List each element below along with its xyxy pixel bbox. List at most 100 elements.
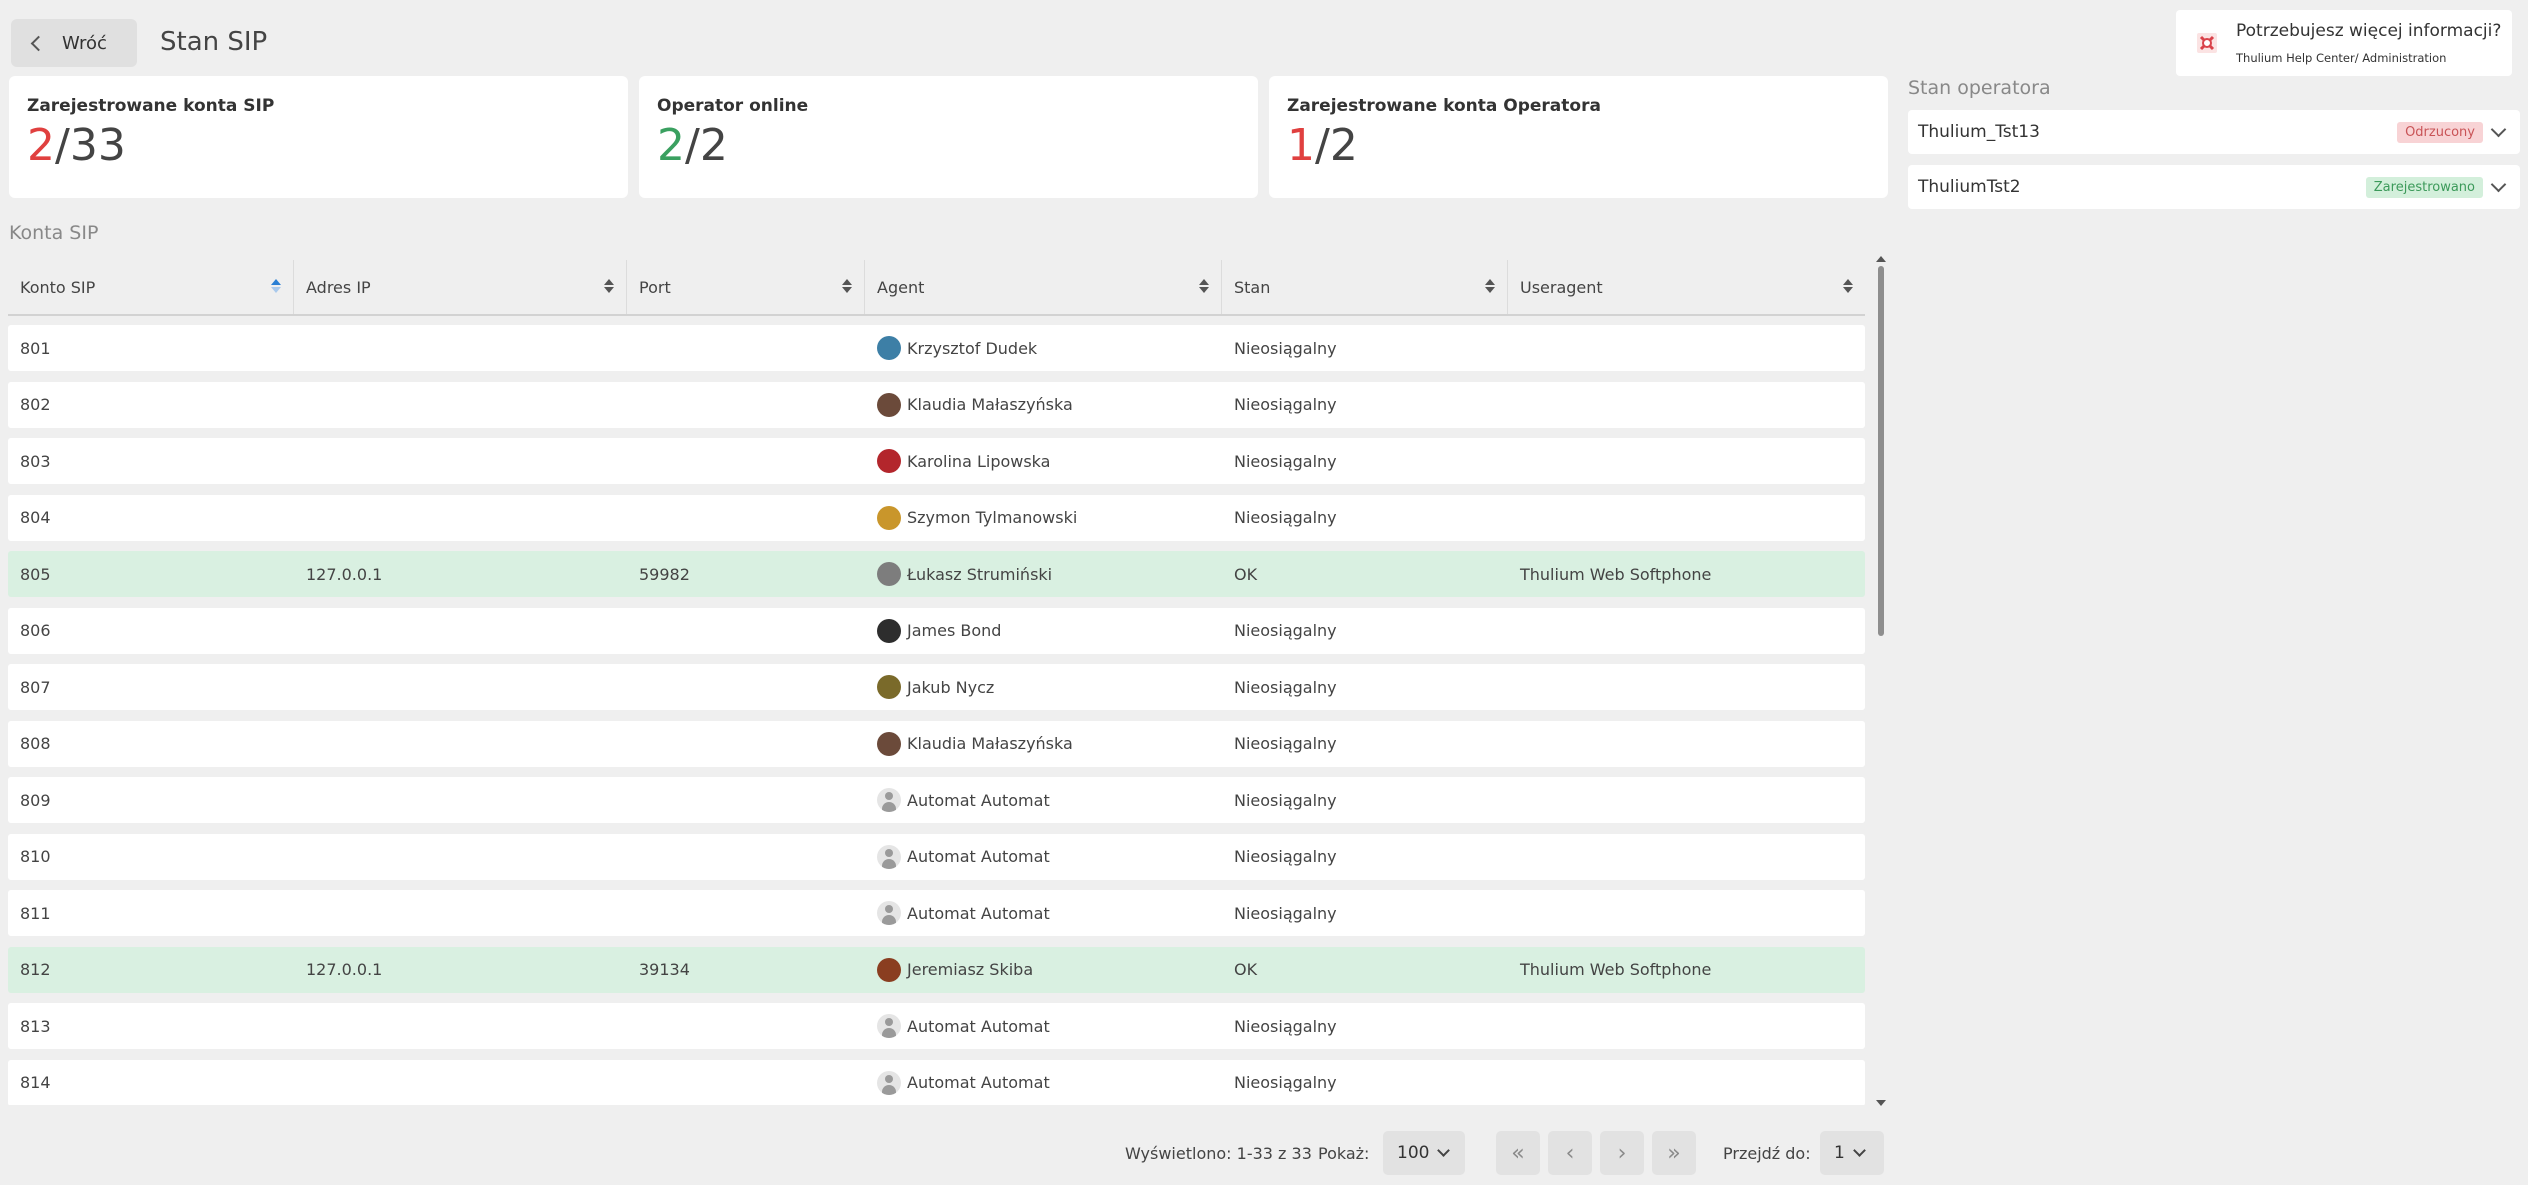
table-row[interactable]: 805 127.0.0.1 59982 Łukasz Strumiński OK Thul… — [8, 551, 1865, 597]
table-row[interactable]: 810 Automat Automat Nieosiągalny — [8, 833, 1865, 880]
cell-agent: Jakub Nycz — [865, 675, 1222, 699]
table-row[interactable]: 814 Automat Automat Nieosiągalny — [8, 1059, 1865, 1105]
chevron-down-icon[interactable] — [2490, 121, 2507, 137]
cell-state: Nieosiągalny — [1234, 451, 1337, 471]
double-chevron-right-icon: » — [1667, 1140, 1681, 1166]
first-page-button[interactable]: « — [1496, 1131, 1540, 1175]
cell-agent: Automat Automat — [865, 1014, 1222, 1038]
cell-useragent: Thulium Web Softphone — [1520, 960, 1712, 979]
avatar — [877, 505, 901, 530]
table-row[interactable]: 803 Karolina Lipowska Nieosiągalny — [8, 438, 1865, 484]
operator-panel-title: Stan operatora — [1908, 77, 2051, 99]
scroll-down-icon[interactable] — [1876, 1100, 1886, 1106]
stat-title: Zarejestrowane konta SIP — [27, 96, 275, 116]
status-badge: Odrzucony — [2397, 121, 2483, 143]
next-page-button[interactable]: › — [1600, 1131, 1644, 1175]
sort-icon[interactable] — [842, 279, 852, 295]
table-row[interactable]: 801 Krzysztof Dudek Nieosiągalny — [8, 325, 1865, 371]
table-row[interactable]: 804 Szymon Tylmanowski Nieosiągalny — [8, 494, 1865, 541]
operator-row[interactable]: Thulium_Tst13 Odrzucony — [1908, 110, 2520, 154]
chevron-right-icon: › — [1617, 1140, 1627, 1166]
cell-state: Nieosiągalny — [1234, 734, 1337, 753]
cell-state: Nieosiągalny — [1234, 1016, 1337, 1036]
cell-account: 814 — [20, 1073, 51, 1092]
page-size-select[interactable]: 100 — [1383, 1131, 1465, 1175]
scroll-up-icon[interactable] — [1876, 256, 1886, 262]
column-header-state[interactable]: Stan — [1222, 260, 1508, 314]
table-row[interactable]: 802 Klaudia Małaszyńska Nieosiągalny — [8, 381, 1865, 428]
table-body: 801 Krzysztof Dudek Nieosiągalny 802 Klaudia… — [8, 325, 1865, 1105]
cell-state: OK — [1234, 960, 1258, 979]
cell-port: 59982 — [639, 564, 690, 584]
stat-card-sip-accounts: Zarejestrowane konta SIP 2/33 — [9, 76, 628, 198]
avatar — [877, 392, 901, 417]
column-header-ip[interactable]: Adres IP — [294, 260, 627, 314]
cell-ip: 127.0.0.1 — [306, 960, 383, 979]
table-row[interactable]: 813 Automat Automat Nieosiągalny — [8, 1003, 1865, 1049]
cell-account: 801 — [20, 338, 51, 358]
sort-icon[interactable] — [271, 279, 281, 295]
table-row[interactable]: 807 Jakub Nycz Nieosiągalny — [8, 664, 1865, 710]
stat-value: 1/2 — [1287, 120, 1358, 171]
table-row[interactable]: 812 127.0.0.1 39134 Jeremiasz Skiba OK Thuliu… — [8, 946, 1865, 993]
goto-page-label: Przejdź do: — [1723, 1143, 1811, 1163]
column-header-account[interactable]: Konto SIP — [8, 260, 294, 314]
help-panel[interactable]: Potrzebujesz więcej informacji? Thulium … — [2176, 10, 2512, 76]
stat-value: 2/33 — [27, 120, 126, 171]
cell-state: Nieosiągalny — [1234, 395, 1337, 414]
back-button[interactable]: Wróć — [11, 19, 137, 67]
avatar — [877, 901, 901, 925]
column-header-agent[interactable]: Agent — [865, 260, 1222, 314]
cell-account: 806 — [20, 621, 51, 640]
chevron-left-icon — [30, 35, 47, 51]
scroll-thumb[interactable] — [1878, 266, 1884, 636]
status-badge: Zarejestrowano — [2365, 176, 2483, 198]
sort-icon[interactable] — [1485, 279, 1495, 295]
pagination-info: Wyświetlono: 1-33 z 33 — [1125, 1143, 1312, 1163]
operator-row[interactable]: ThuliumTst2 Zarejestrowano — [1908, 165, 2520, 209]
chevron-down-icon — [1852, 1144, 1866, 1157]
sort-icon[interactable] — [604, 279, 614, 295]
scroll-track[interactable] — [1878, 266, 1884, 1096]
cell-agent: Łukasz Strumiński — [865, 562, 1222, 586]
column-header-useragent[interactable]: Useragent — [1508, 260, 1865, 314]
operator-name: Thulium_Tst13 — [1918, 122, 2040, 142]
table-row[interactable]: 808 Klaudia Małaszyńska Nieosiągalny — [8, 720, 1865, 767]
table-row[interactable]: 806 James Bond Nieosiągalny — [8, 607, 1865, 654]
chevron-left-icon: ‹ — [1565, 1140, 1575, 1166]
stat-title: Operator online — [657, 96, 809, 116]
table-header: Konto SIP Adres IP Port Agent Stan Usera… — [8, 260, 1865, 316]
cell-state: Nieosiągalny — [1234, 1073, 1337, 1092]
cell-account: 805 — [20, 564, 51, 584]
avatar — [877, 1014, 901, 1038]
stat-title: Zarejestrowane konta Operatora — [1287, 96, 1601, 116]
page-title: Stan SIP — [160, 27, 268, 57]
sort-icon[interactable] — [1199, 279, 1209, 295]
stat-card-operator-accounts: Zarejestrowane konta Operatora 1/2 — [1269, 76, 1888, 198]
avatar — [877, 957, 901, 982]
cell-port: 39134 — [639, 960, 690, 979]
cell-agent: Jeremiasz Skiba — [865, 957, 1222, 982]
table-row[interactable]: 809 Automat Automat Nieosiągalny — [8, 777, 1865, 823]
stat-value: 2/2 — [657, 120, 728, 171]
last-page-button[interactable]: » — [1652, 1131, 1696, 1175]
cell-account: 804 — [20, 508, 51, 527]
chevron-down-icon — [1437, 1144, 1451, 1157]
avatar — [877, 1070, 901, 1095]
help-center-icon — [2197, 33, 2217, 53]
table-scrollbar[interactable] — [1876, 256, 1886, 1112]
prev-page-button[interactable]: ‹ — [1548, 1131, 1592, 1175]
goto-page-select[interactable]: 1 — [1820, 1131, 1884, 1175]
chevron-down-icon[interactable] — [2490, 176, 2507, 192]
sort-icon[interactable] — [1843, 279, 1853, 295]
avatar — [877, 844, 901, 869]
cell-state: Nieosiągalny — [1234, 338, 1337, 358]
cell-agent: Karolina Lipowska — [865, 449, 1222, 473]
cell-state: Nieosiągalny — [1234, 790, 1337, 810]
cell-agent: Automat Automat — [865, 844, 1222, 869]
cell-agent: James Bond — [865, 618, 1222, 643]
table-row[interactable]: 811 Automat Automat Nieosiągalny — [8, 890, 1865, 936]
help-link[interactable]: Thulium Help Center/ Administration — [2236, 51, 2447, 65]
cell-agent: Krzysztof Dudek — [865, 336, 1222, 360]
column-header-port[interactable]: Port — [627, 260, 865, 314]
